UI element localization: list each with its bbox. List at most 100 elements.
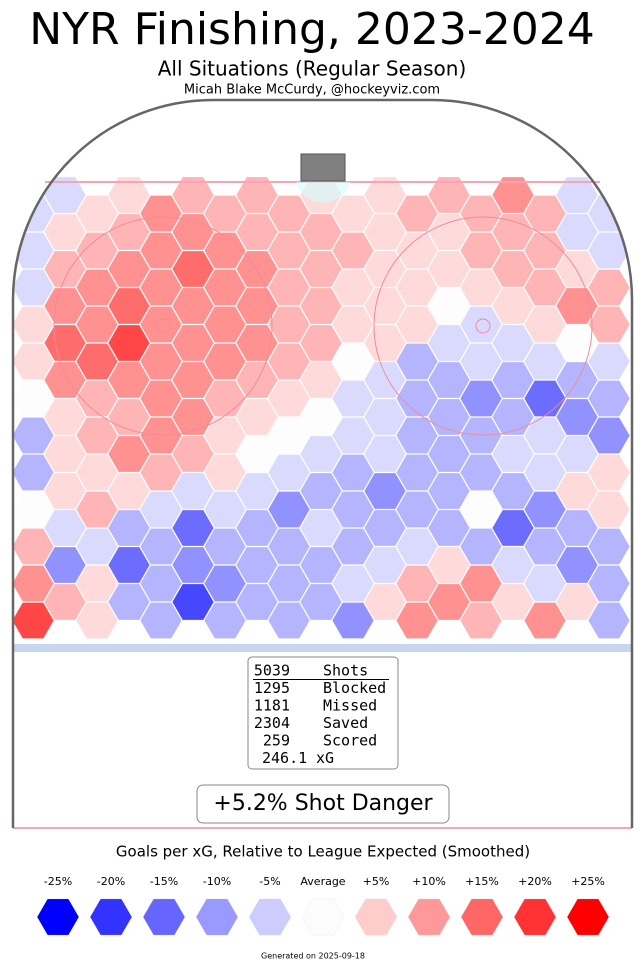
hex [588,380,630,417]
hex [332,269,374,306]
hex [588,565,630,602]
hex [204,565,246,602]
hex [556,362,598,398]
hex [108,584,150,620]
hex [44,288,86,324]
stat-count: 1295 [254,679,290,697]
hex [76,343,118,380]
stat-count: 246.1 [262,749,307,767]
hex [268,528,310,565]
hex [300,473,342,509]
hex [140,343,182,380]
hex [588,454,630,491]
hex [268,565,310,602]
hex [300,325,342,361]
hex [492,547,534,583]
hex [300,288,342,324]
stat-count: 259 [263,732,290,750]
hex [13,417,54,454]
hex [236,288,278,324]
hex [44,436,86,472]
hex [524,454,566,491]
hex [428,288,470,324]
hex [108,251,150,287]
hex [364,510,406,546]
faceoff-dot [475,318,491,334]
hex [236,251,278,287]
hex [172,288,214,324]
credit: Micah Blake McCurdy, @hockeyviz.com [184,83,440,98]
stat-label: Missed [323,697,377,715]
hex [268,454,310,491]
legend-label: -10% [203,875,231,888]
rink-boards [11,98,634,828]
hex [556,177,598,213]
hex [524,195,566,232]
hex [588,269,630,306]
hex [204,232,246,269]
hex [300,362,342,398]
hex [108,547,150,583]
hex [13,306,54,343]
hex [13,343,54,380]
hex [204,528,246,565]
stat-count: 1181 [254,697,290,715]
hex [44,584,86,620]
hex [13,602,54,639]
hex [236,177,278,213]
hex [396,269,438,306]
hex [364,214,406,250]
hex [172,214,214,250]
hex [44,214,86,250]
legend-label: -20% [97,875,125,888]
hex [108,288,150,324]
hex [556,288,598,324]
hex [492,436,534,472]
hex [460,343,502,380]
hex [236,473,278,509]
legend-swatch [513,898,557,936]
hex [140,195,182,232]
hex [524,232,566,269]
hex [556,473,598,509]
hex [108,362,150,398]
hex [492,473,534,509]
hex [172,510,214,546]
hex [108,214,150,250]
hex [172,325,214,361]
hex [492,325,534,361]
hex [524,565,566,602]
hex-map [13,177,630,639]
hex [140,528,182,565]
hex [556,584,598,620]
hex [364,251,406,287]
hex [300,251,342,287]
hex [268,343,310,380]
hex [588,343,630,380]
legend-label: -25% [44,875,72,888]
hex [588,491,630,528]
hex [236,436,278,472]
hex [396,454,438,491]
hex [76,528,118,565]
hex [172,362,214,398]
hex [396,491,438,528]
hex [13,491,54,528]
stat-label: Shots [323,662,368,680]
hex [236,547,278,583]
hex [428,362,470,398]
faceoff-dot [155,318,171,334]
hex [44,547,86,583]
hex [460,602,502,639]
hex [332,565,374,602]
hex [588,232,630,269]
hex [140,306,182,343]
faceoff-circle [373,216,593,436]
hex [300,584,342,620]
hex [492,399,534,435]
hex [13,454,54,491]
faceoff-circle [53,216,273,436]
legend-swatch [142,898,186,936]
hex [396,195,438,232]
legend-label: +25% [571,875,605,888]
